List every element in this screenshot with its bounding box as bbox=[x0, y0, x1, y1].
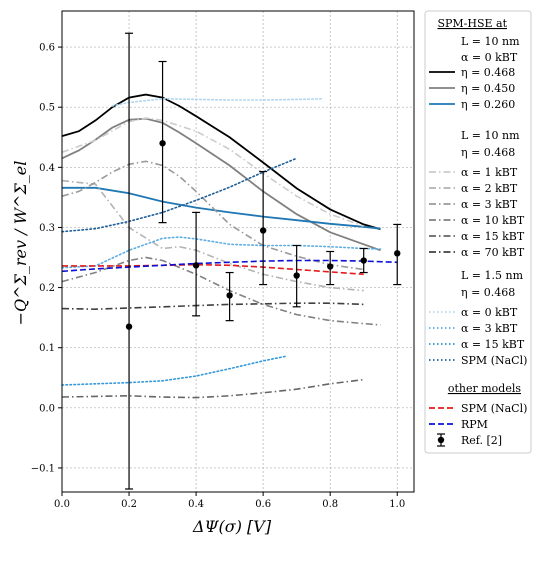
legend-param-2: α = 0 kBT bbox=[461, 51, 518, 64]
legend-label: α = 15 kBT bbox=[461, 230, 525, 243]
legend-param-5: L = 1.5 nm bbox=[461, 269, 524, 282]
legend-entry: α = 0 kBT bbox=[429, 306, 518, 319]
legend-param-1: L = 10 nm bbox=[461, 35, 520, 48]
series-line-12 bbox=[61, 157, 298, 233]
legend-title-spm-hse: SPM-HSE at bbox=[437, 17, 507, 30]
legend-entry: α = 3 kBT bbox=[429, 322, 518, 335]
series-line-3 bbox=[61, 117, 364, 227]
series-line-10 bbox=[61, 236, 382, 269]
x-tick-label: 0.6 bbox=[255, 499, 271, 510]
legend-label: SPM (NaCl) bbox=[461, 402, 527, 415]
legend-label: α = 15 kBT bbox=[461, 338, 525, 351]
legend-label: α = 0 kBT bbox=[461, 306, 518, 319]
x-tick-layer: 0.0 0.2 0.4 0.6 0.8 1.0 bbox=[54, 492, 405, 510]
y-axis-label: −Q^Σ_rev / W^Σ_el bbox=[11, 161, 30, 326]
legend-entry: SPM (NaCl) bbox=[429, 402, 527, 415]
legend: SPM-HSE at L = 10 nm α = 0 kBT L = 10 nm… bbox=[424, 10, 532, 454]
legend-label: α = 70 kBT bbox=[461, 246, 525, 259]
legend-entry: RPM bbox=[429, 418, 488, 431]
series-line-5 bbox=[61, 160, 364, 271]
legend-entry: α = 1 kBT bbox=[429, 166, 518, 179]
y-tick-label: 0.2 bbox=[39, 283, 55, 294]
y-tick-label: 0.5 bbox=[39, 103, 55, 114]
legend-label: α = 10 kBT bbox=[461, 214, 525, 227]
legend-label: η = 0.468 bbox=[461, 66, 515, 79]
ref-data-point bbox=[159, 140, 166, 147]
legend-label: α = 2 kBT bbox=[461, 182, 518, 195]
legend-entry: α = 3 kBT bbox=[429, 198, 518, 211]
legend-title-other-models: other models bbox=[448, 382, 522, 395]
series-line-0 bbox=[61, 93, 381, 231]
ref-data-point bbox=[293, 272, 300, 279]
series-line-7 bbox=[61, 378, 364, 399]
y-tick-label: −0.1 bbox=[31, 463, 55, 474]
y-tick-label: 0.3 bbox=[39, 223, 55, 234]
legend-entry: η = 0.450 bbox=[429, 82, 515, 95]
ref-data-point bbox=[226, 292, 233, 299]
series-line-1 bbox=[61, 117, 381, 252]
legend-label: η = 0.260 bbox=[461, 98, 515, 111]
legend-entry: α = 15 kBT bbox=[429, 338, 525, 351]
legend-entry: η = 0.468 bbox=[429, 66, 515, 79]
x-tick-label: 0.8 bbox=[322, 499, 338, 510]
legend-param-3: L = 10 nm bbox=[461, 129, 520, 142]
grid-layer bbox=[61, 11, 414, 492]
plot-frame bbox=[61, 10, 415, 493]
ref-data-point bbox=[360, 257, 367, 264]
legend-entry: α = 70 kBT bbox=[429, 246, 525, 259]
y-tick-layer: −0.1 0.0 0.1 0.2 0.3 0.4 0.5 0.6 bbox=[31, 43, 62, 474]
legend-label: α = 3 kBT bbox=[461, 198, 518, 211]
legend-entry: Ref. [2] bbox=[437, 433, 502, 447]
legend-entry: SPM (NaCl) bbox=[429, 354, 527, 367]
series-line-8 bbox=[61, 302, 364, 311]
series-line-2 bbox=[62, 186, 381, 230]
y-tick-label: 0.1 bbox=[39, 343, 55, 354]
y-tick-label: 0.4 bbox=[39, 163, 55, 174]
series-line-6 bbox=[61, 256, 381, 326]
x-tick-label: 0.2 bbox=[121, 499, 137, 510]
legend-entry: η = 0.260 bbox=[429, 98, 515, 111]
series-line-11 bbox=[61, 355, 288, 386]
series-line-14 bbox=[61, 259, 398, 273]
legend-label: RPM bbox=[461, 418, 488, 431]
legend-marker bbox=[437, 436, 445, 444]
x-axis-label: ΔΨ(σ) [V] bbox=[192, 517, 272, 536]
legend-param-6: η = 0.468 bbox=[461, 286, 515, 299]
x-tick-label: 1.0 bbox=[389, 499, 405, 510]
legend-entry: α = 10 kBT bbox=[429, 214, 525, 227]
series-line-4 bbox=[61, 179, 364, 292]
ref-data-point bbox=[125, 323, 133, 330]
legend-box bbox=[424, 10, 532, 454]
series-line-13 bbox=[62, 263, 364, 276]
points-layer bbox=[125, 32, 402, 490]
series-layer bbox=[61, 93, 398, 399]
series-line-9 bbox=[111, 97, 325, 107]
legend-label: α = 1 kBT bbox=[461, 166, 518, 179]
x-tick-label: 0.0 bbox=[54, 499, 70, 510]
legend-entry: α = 15 kBT bbox=[429, 230, 525, 243]
ref-data-point bbox=[394, 250, 401, 257]
legend-label: SPM (NaCl) bbox=[461, 354, 527, 367]
ref-data-point bbox=[192, 262, 200, 269]
ref-data-point bbox=[326, 263, 334, 270]
x-tick-label: 0.4 bbox=[188, 499, 204, 510]
ref-data-point bbox=[259, 227, 267, 234]
y-tick-label: 0.0 bbox=[39, 403, 55, 414]
legend-entry: α = 2 kBT bbox=[429, 182, 518, 195]
legend-label: α = 3 kBT bbox=[461, 322, 518, 335]
legend-label: η = 0.450 bbox=[461, 82, 515, 95]
y-tick-label: 0.6 bbox=[39, 43, 55, 54]
legend-param-4: η = 0.468 bbox=[461, 146, 515, 159]
legend-label: Ref. [2] bbox=[461, 434, 502, 447]
